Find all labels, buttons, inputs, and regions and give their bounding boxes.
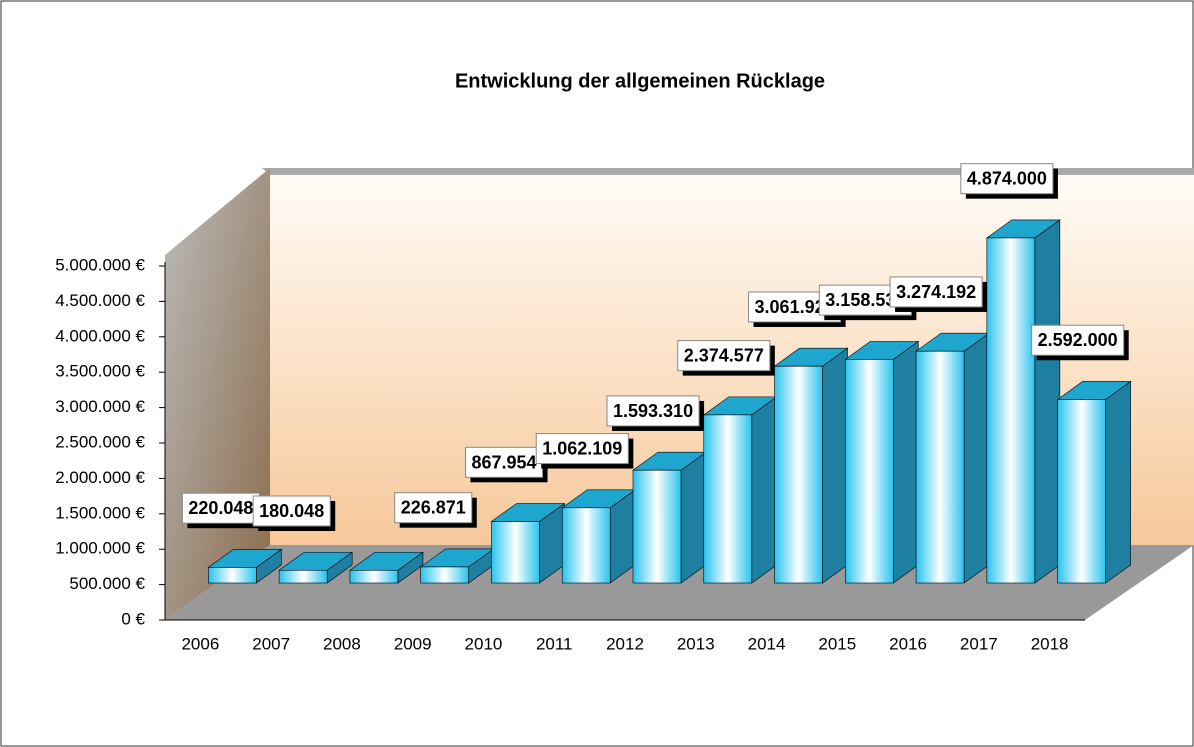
- label-box: [252, 495, 331, 527]
- x-tick-label: 2008: [323, 634, 361, 653]
- x-tick-label: 2007: [252, 634, 290, 653]
- y-tick-label: 500.000 €: [69, 574, 145, 593]
- x-tick-label: 2015: [818, 634, 856, 653]
- x-tick-label: 2009: [394, 634, 432, 653]
- x-tick-label: 2016: [889, 634, 927, 653]
- label-box: [677, 340, 771, 372]
- value-label: 180.048: [259, 501, 324, 521]
- x-tick-label: 2013: [677, 634, 715, 653]
- bar-side: [680, 451, 707, 584]
- bar: [845, 359, 894, 584]
- x-tick-label: 2014: [748, 634, 786, 653]
- value-label: 3.274.192: [896, 282, 976, 302]
- x-tick-label: 2018: [1031, 634, 1069, 653]
- y-tick-label: 2.500.000 €: [55, 432, 145, 451]
- x-tick-label: 2012: [606, 634, 644, 653]
- bar: [561, 507, 611, 584]
- value-label: 3.061.925: [755, 297, 835, 317]
- value-label: 867.954: [471, 452, 536, 472]
- bar: [208, 567, 257, 584]
- label-box: [535, 433, 629, 465]
- bar: [349, 569, 399, 584]
- bar-side: [751, 396, 778, 584]
- bar-side: [963, 332, 990, 584]
- bar: [986, 237, 1036, 584]
- x-tick-label: 2010: [465, 634, 503, 653]
- y-tick-label: 4.500.000 €: [55, 291, 145, 310]
- bar: [420, 566, 469, 584]
- bar-side: [822, 347, 848, 584]
- label-box: [889, 276, 983, 308]
- chart-title: Entwicklung der allgemeinen Rücklage: [455, 70, 825, 92]
- y-tick-label: 5.000.000 €: [55, 255, 145, 274]
- y-tick-label: 1.000.000 €: [55, 539, 145, 558]
- bar: [278, 569, 328, 584]
- bar: [915, 350, 965, 584]
- value-label: 1.593.310: [613, 401, 693, 421]
- bar-side: [1034, 219, 1061, 584]
- label-box: [606, 395, 700, 427]
- y-tick-label: 2.000.000 €: [55, 468, 145, 487]
- label-box: [394, 492, 473, 524]
- bar: [703, 414, 753, 584]
- label-box: [464, 446, 544, 478]
- x-tick-label: 2006: [181, 634, 219, 653]
- bar: [1057, 399, 1106, 584]
- y-tick-label: 3.000.000 €: [55, 397, 145, 416]
- y-tick-label: 4.000.000 €: [55, 326, 145, 345]
- bar: [491, 521, 540, 584]
- value-label: 226.871: [401, 498, 466, 518]
- value-label: 4.874.000: [967, 169, 1047, 189]
- label-box: [181, 492, 260, 524]
- label-box: [960, 163, 1054, 195]
- bar-side: [893, 340, 919, 584]
- y-tick-label: 0 €: [121, 609, 145, 628]
- value-label: 3.158.538: [825, 290, 905, 310]
- bar-side: [1105, 380, 1131, 584]
- x-tick-label: 2017: [960, 634, 998, 653]
- label-box: [1031, 324, 1125, 356]
- value-label: 2.374.577: [684, 346, 764, 366]
- x-tick-label: 2011: [536, 634, 573, 653]
- value-label: 220.048: [188, 498, 253, 518]
- bar: [632, 469, 682, 584]
- y-tick-label: 3.500.000 €: [55, 362, 145, 381]
- y-tick-label: 1.500.000 €: [55, 503, 145, 522]
- bar: [774, 365, 823, 584]
- value-label: 1.062.109: [542, 439, 622, 459]
- value-label: 2.592.000: [1038, 330, 1118, 350]
